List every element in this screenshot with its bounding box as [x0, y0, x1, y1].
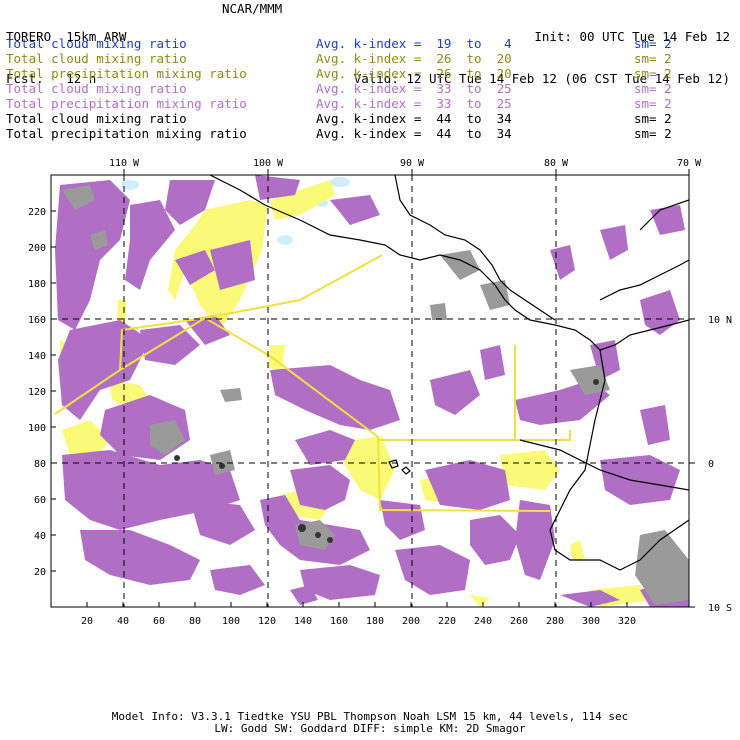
legend-kindex: Avg. k-index = 26 to 20: [316, 66, 512, 81]
forecast-hour: Fcst. 12 h: [6, 71, 97, 86]
grid-y-label: 20: [34, 567, 46, 578]
legend-row: Total cloud mixing ratio Avg. k-index = …: [6, 111, 734, 126]
legend-kindex: Avg. k-index = 33 to 25: [316, 96, 512, 111]
longitude-label: 100 W: [253, 158, 284, 169]
grid-x-label: 320: [618, 616, 636, 627]
latitude-label: 0: [708, 459, 714, 470]
grid-x-label: 200: [402, 616, 420, 627]
legend-kindex: Avg. k-index = 26 to 20: [316, 51, 512, 66]
legend-kindex: Avg. k-index = 33 to 25: [316, 81, 512, 96]
grid-y-label: 140: [28, 351, 46, 362]
longitude-label: 90 W: [400, 158, 425, 169]
legend-row: Total cloud mixing ratio Avg. k-index = …: [6, 81, 734, 96]
grid-y-label: 200: [28, 243, 46, 254]
grid-x-label: 40: [117, 616, 129, 627]
grid-x-label: 240: [474, 616, 492, 627]
grid-y-label: 40: [34, 531, 46, 542]
grid-x-label: 300: [582, 616, 600, 627]
legend-field-name: Total cloud mixing ratio: [6, 111, 187, 126]
init-time: Init: 00 UTC Tue 14 Feb 12: [534, 29, 730, 44]
header-right: Init: 00 UTC Tue 14 Feb 12 Valid: 12 UTC…: [354, 2, 730, 100]
legend-field-name: Total cloud mixing ratio: [6, 36, 187, 51]
grid-x-label: 220: [438, 616, 456, 627]
grid-x-label: 280: [546, 616, 564, 627]
legend-field-name: Total precipitation mixing ratio: [6, 126, 247, 141]
legend-field-name: Total precipitation mixing ratio: [6, 66, 247, 81]
legend-row: Total cloud mixing ratio Avg. k-index = …: [6, 36, 734, 51]
grid-y-label: 60: [34, 495, 46, 506]
legend-kindex: Avg. k-index = 19 to 4: [316, 36, 512, 51]
longitude-label: 110 W: [109, 158, 140, 169]
legend-smoothing: sm= 2: [634, 51, 672, 66]
footer-line-2: LW: Godd SW: Goddard DIFF: simple KM: 2D…: [214, 722, 526, 735]
axis-labels: 110 W 100 W 90 W 80 W 70 W 10 N 0 10 S 20 40 60 80 1…: [28, 158, 732, 627]
legend-field-name: Total cloud mixing ratio: [6, 81, 187, 96]
org-name: NCAR/MMM: [222, 1, 283, 16]
longitude-label: 80 W: [544, 158, 569, 169]
intense-cores: [174, 379, 599, 543]
legend-smoothing: sm= 2: [634, 96, 672, 111]
grid-y-label: 80: [34, 459, 46, 470]
valid-time: Valid: 12 UTC Tue 14 Feb 12 (06 CST Tue …: [353, 71, 730, 86]
legend-kindex: Avg. k-index = 44 to 34: [316, 126, 512, 141]
legend-smoothing: sm= 2: [634, 36, 672, 51]
legend-row: Total precipitation mixing ratio Avg. k-…: [6, 66, 734, 81]
grid-x-label: 80: [189, 616, 201, 627]
legend-row: Total precipitation mixing ratio Avg. k-…: [6, 96, 734, 111]
legend-kindex: Avg. k-index = 44 to 34: [316, 111, 512, 126]
field-legend: Total cloud mixing ratio Avg. k-index = …: [6, 36, 734, 141]
lat-lon-grid: [51, 175, 689, 607]
legend-row: Total cloud mixing ratio Avg. k-index = …: [6, 51, 734, 66]
grid-x-label: 20: [81, 616, 93, 627]
grid-x-label: 120: [258, 616, 276, 627]
legend-smoothing: sm= 2: [634, 126, 672, 141]
grid-y-label: 100: [28, 423, 46, 434]
low-cloud-areas: [121, 177, 350, 245]
header-left: TORERO 15km ARW Fcst. 12 h: [6, 2, 126, 100]
longitude-label: 70 W: [677, 158, 702, 169]
legend-field-name: Total precipitation mixing ratio: [6, 96, 247, 111]
grid-y-label: 220: [28, 207, 46, 218]
grid-x-label: 180: [366, 616, 384, 627]
grid-y-label: 180: [28, 279, 46, 290]
grid-x-label: 60: [153, 616, 165, 627]
legend-smoothing: sm= 2: [634, 66, 672, 81]
legend-field-name: Total cloud mixing ratio: [6, 51, 187, 66]
grid-x-label: 160: [330, 616, 348, 627]
legend-smoothing: sm= 2: [634, 81, 672, 96]
flight-tracks: [54, 254, 571, 512]
latitude-label: 10 N: [708, 315, 732, 326]
legend-row: Total precipitation mixing ratio Avg. k-…: [6, 126, 734, 141]
model-name: TORERO 15km ARW: [6, 29, 127, 44]
grid-y-label: 120: [28, 387, 46, 398]
grid-y-label: 160: [28, 315, 46, 326]
axis-ticks: [51, 169, 695, 608]
grid-x-label: 140: [294, 616, 312, 627]
latitude-label: 10 S: [708, 603, 732, 614]
map-fields: [51, 175, 689, 607]
legend-smoothing: sm= 2: [634, 111, 672, 126]
grid-x-label: 260: [510, 616, 528, 627]
coastlines: [209, 175, 689, 571]
footer-line-1: Model Info: V3.3.1 Tiedtke YSU PBL Thomp…: [111, 710, 629, 723]
precip-purple-areas: [55, 175, 689, 607]
grid-x-label: 100: [222, 616, 240, 627]
model-info: Model Info: V3.3.1 Tiedtke YSU PBL Thomp…: [0, 711, 740, 735]
